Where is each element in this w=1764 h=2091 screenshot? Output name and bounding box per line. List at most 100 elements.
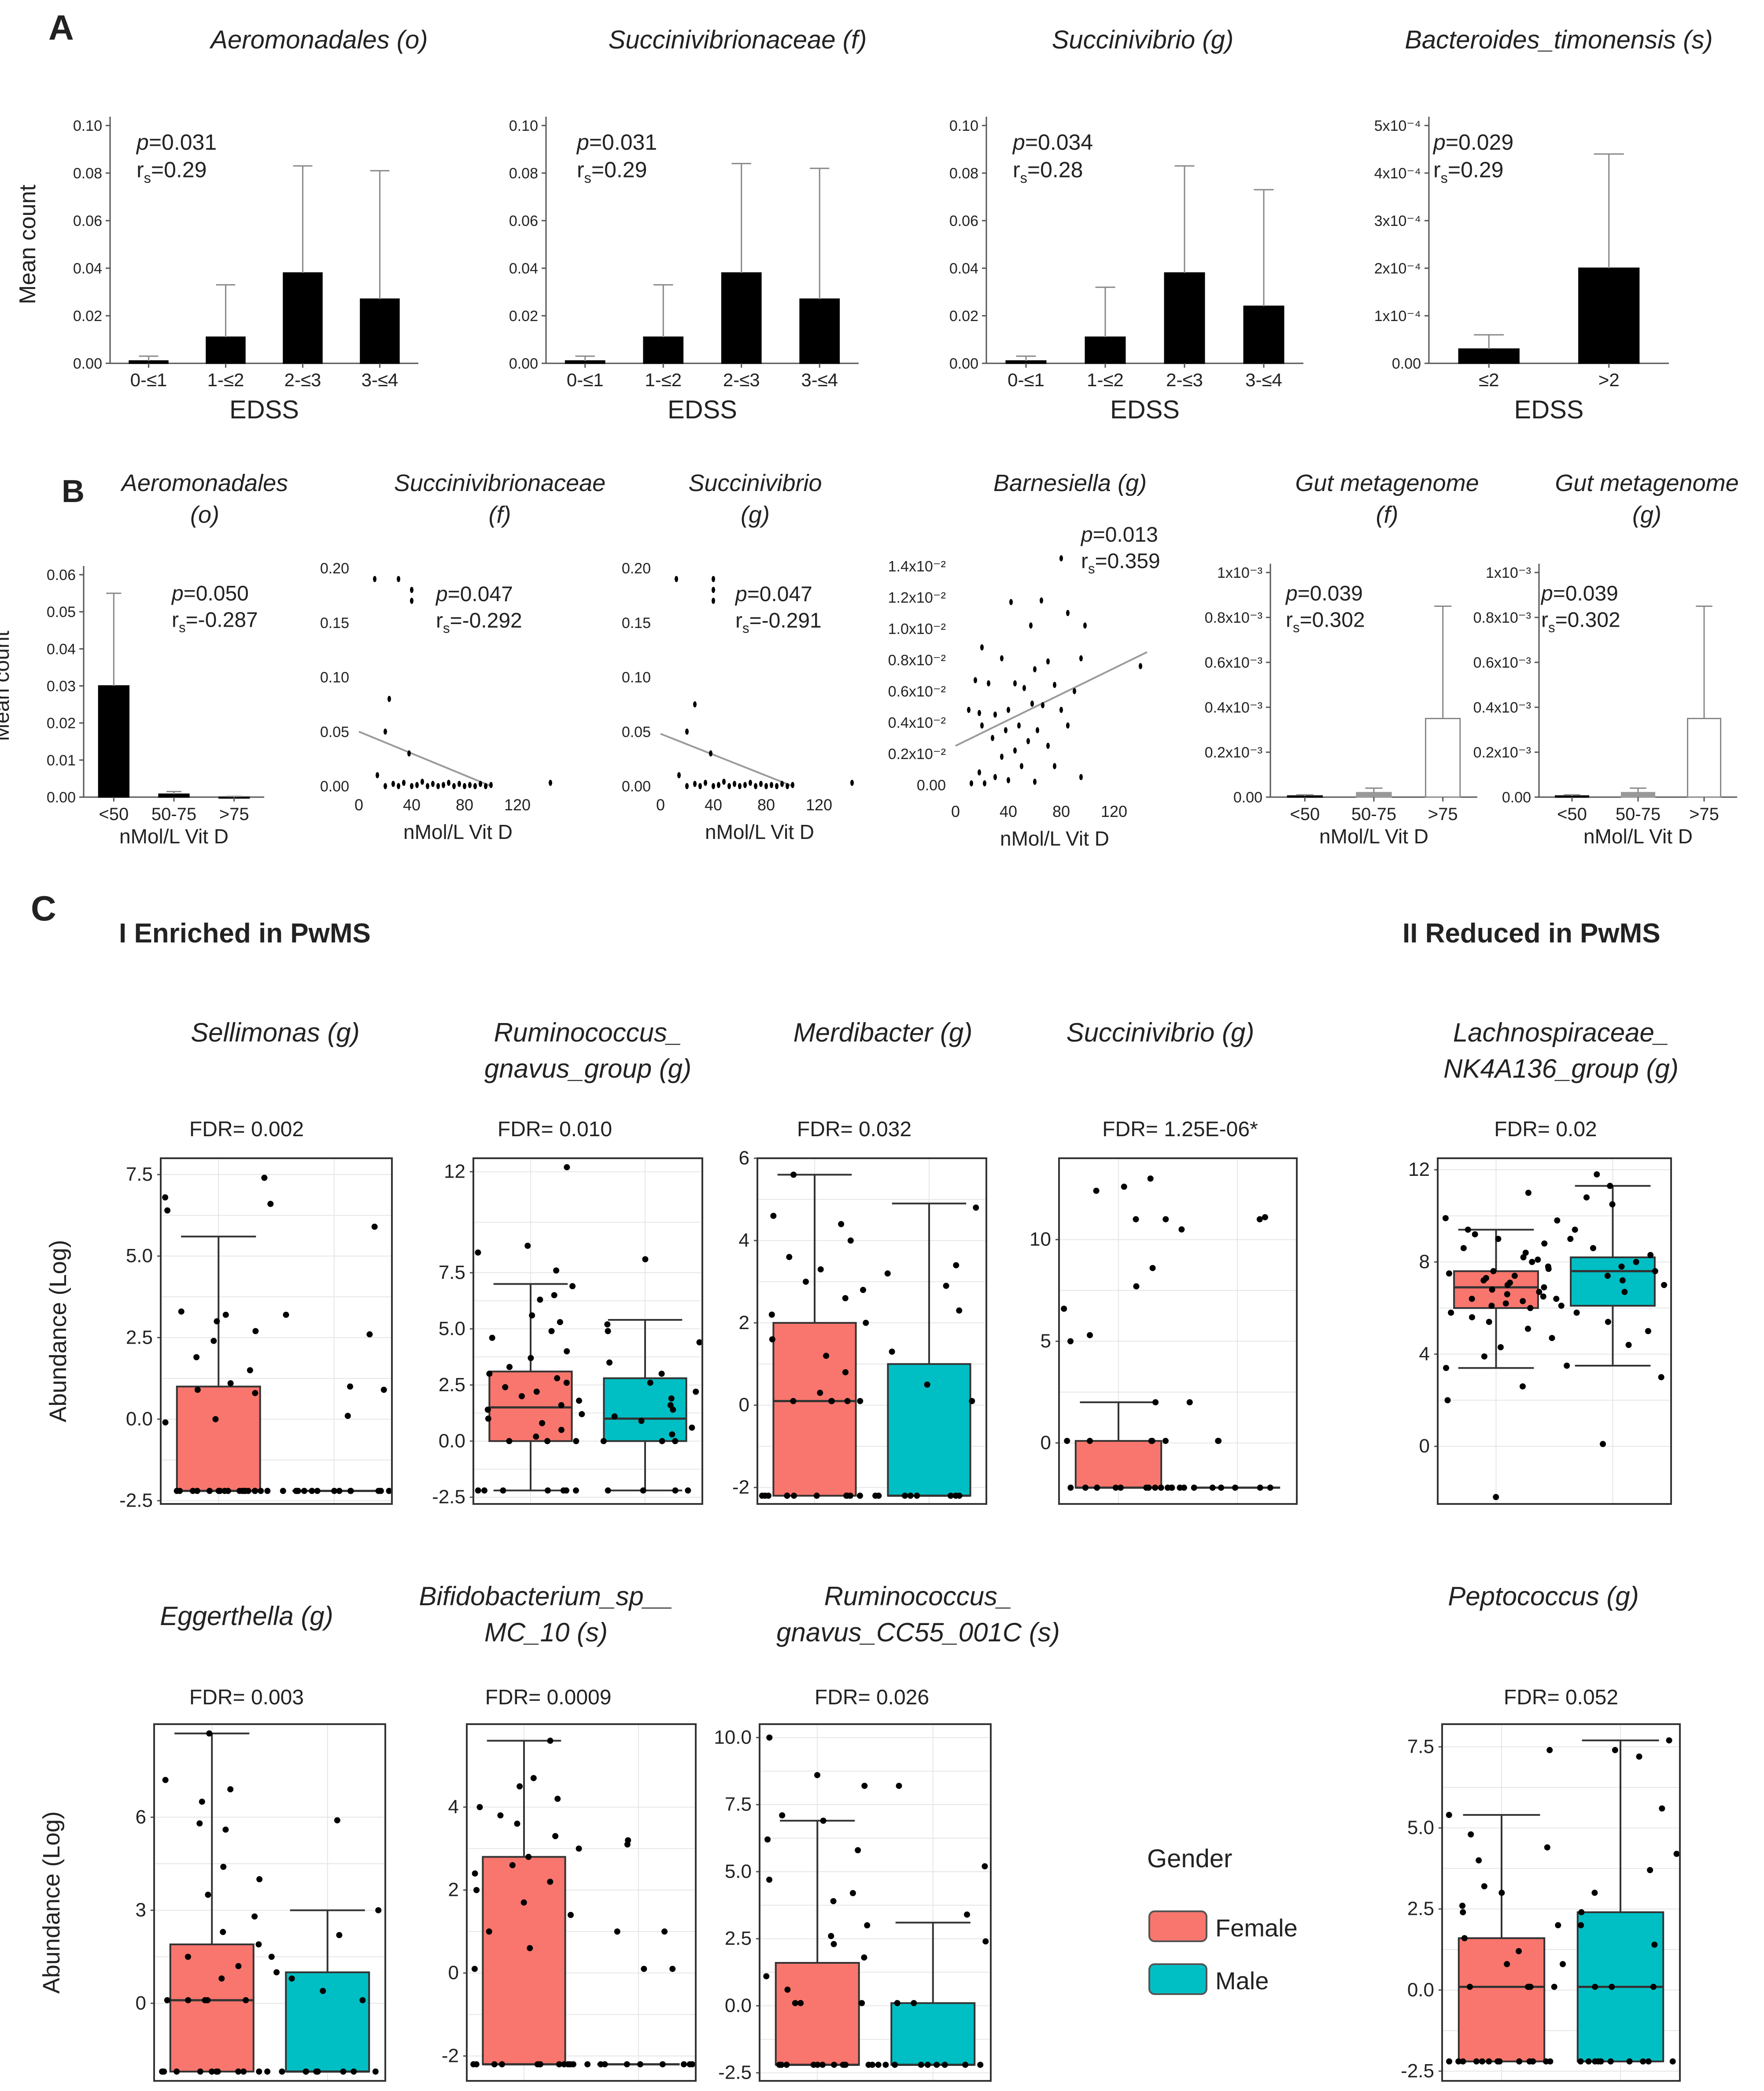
scatter-point [415, 782, 419, 788]
data-point [1609, 1201, 1616, 1208]
data-point [672, 1438, 679, 1444]
bar [360, 298, 400, 364]
y-tick-label: -2 [442, 2045, 459, 2066]
y-tick-label: 3 [136, 1899, 146, 1921]
data-point [855, 1847, 861, 1854]
x-tick-label: 40 [403, 796, 421, 814]
x-tick-label: 120 [1101, 802, 1127, 820]
data-point [1621, 1289, 1628, 1295]
scatter-point [410, 598, 413, 604]
scatter-point [738, 783, 742, 789]
chart-b3: Succinivibrio (g) p=0.047 rs=-0.291 0.00 0.05… [622, 470, 854, 843]
data-point [830, 1898, 837, 1904]
data-point [943, 1282, 949, 1289]
data-point [1527, 1305, 1534, 1311]
data-point [1460, 1909, 1466, 1916]
data-point [896, 1783, 902, 1789]
legend-key-female [1148, 1910, 1207, 1942]
y-tick-label: 12 [1408, 1159, 1430, 1180]
scatter-point [791, 782, 794, 788]
data-point [766, 1877, 773, 1883]
data-point [552, 1833, 559, 1840]
scatter-point [1033, 666, 1037, 672]
box-group-male [268, 1817, 382, 2075]
data-point [1520, 1298, 1526, 1304]
data-point [1488, 1302, 1495, 1309]
data-point [1607, 1182, 1613, 1189]
data-point [849, 1890, 856, 1896]
scatter-point [1020, 763, 1023, 769]
data-point [604, 1321, 611, 1328]
scatter-point [709, 750, 712, 757]
y-tick-label: 0 [448, 1962, 459, 1984]
y-tick-label: 5 [1041, 1330, 1051, 1352]
data-point [792, 2000, 798, 2006]
scatter-point [391, 781, 395, 787]
data-point [624, 2061, 630, 2068]
plot-frame [160, 1157, 393, 1505]
x-tick-label: ≤2 [1479, 369, 1499, 390]
data-point [1473, 2058, 1480, 2065]
data-point [857, 1398, 864, 1404]
chart-title-line2: gnavus_CC55_001C (s) [776, 1618, 1060, 1647]
data-point [670, 1406, 676, 1413]
data-point [563, 1379, 570, 1386]
y-tick-label: 0.00 [1233, 789, 1262, 806]
y-tick-label: 10 [1030, 1229, 1051, 1250]
data-point [658, 1371, 665, 1377]
data-point [1530, 2058, 1536, 2065]
y-tick-label: 0.0 [1407, 1979, 1434, 2001]
data-point [784, 1493, 790, 1499]
scatter-point [1033, 779, 1037, 785]
data-point [1673, 1851, 1680, 1857]
y-tick-label: 0.6x10⁻² [888, 683, 946, 700]
data-point [475, 1487, 481, 1494]
data-point [1446, 2058, 1453, 2065]
x-tick-label: 2-≤3 [284, 369, 321, 390]
data-point [173, 2068, 180, 2075]
y-tick-label: 0.05 [622, 724, 651, 740]
x-tick-label: 40 [1000, 802, 1017, 820]
p-value-label: p=0.039 [1540, 582, 1618, 605]
y-tick-label: 1x10⁻⁴ [1374, 308, 1421, 325]
scatter-point [1017, 722, 1021, 729]
scatter-point [980, 644, 984, 650]
data-point [1448, 1309, 1454, 1316]
scatter-point [978, 769, 981, 776]
data-point [264, 1488, 271, 1494]
box-group-female [763, 1734, 875, 2068]
box-group-female [162, 1175, 274, 1494]
data-point [1645, 2058, 1652, 2065]
data-point [320, 1988, 326, 1994]
data-point [162, 1194, 169, 1201]
y-tick-label: 1.0x10⁻² [888, 621, 946, 637]
y-tick-label: 0.02 [73, 308, 102, 325]
data-point [637, 2061, 643, 2068]
data-point [375, 1488, 382, 1494]
data-point [517, 1783, 523, 1790]
scatter-point [1004, 727, 1007, 734]
data-point [770, 1212, 777, 1219]
data-point [533, 1389, 540, 1395]
data-point [790, 1171, 797, 1178]
y-tick-label: 0.00 [320, 778, 349, 795]
data-point [847, 1237, 854, 1244]
data-point [844, 1398, 851, 1404]
box [772, 1322, 857, 1497]
data-point [1093, 1187, 1100, 1194]
scatter-point [426, 783, 429, 789]
data-point [802, 1278, 809, 1285]
section-reduced: II Reduced in PwMS [1402, 918, 1661, 949]
chart-title: Aeromonadales [120, 470, 288, 496]
y-axis-label: Mean count [15, 185, 41, 304]
data-point [159, 2068, 166, 2075]
data-point [251, 1488, 258, 1494]
regression-line [358, 731, 491, 787]
data-point [842, 1369, 849, 1375]
data-point [267, 1201, 274, 1207]
data-point [842, 2061, 849, 2068]
data-point [1592, 1984, 1598, 1990]
data-point [1486, 1319, 1492, 1325]
data-point [1636, 1753, 1642, 1760]
data-point [199, 1799, 205, 1805]
